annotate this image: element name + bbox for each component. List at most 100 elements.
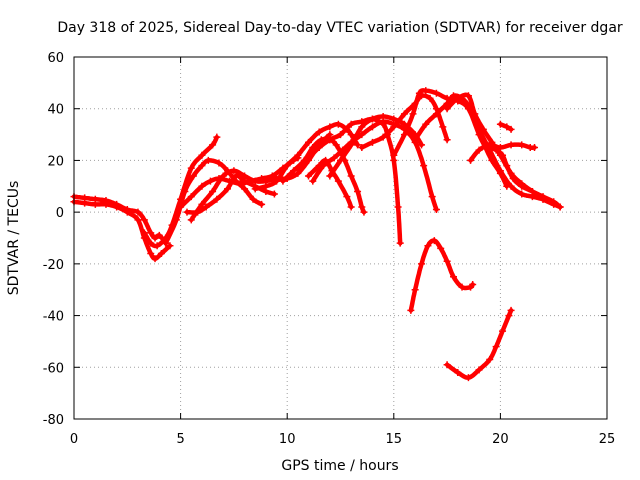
y-tick-label: 20 <box>47 154 64 169</box>
data-point <box>475 146 483 154</box>
data-point <box>241 172 249 180</box>
series-trace <box>178 155 301 210</box>
data-point <box>332 141 340 149</box>
data-point <box>379 112 387 120</box>
data-point <box>198 162 206 170</box>
data-point <box>305 172 313 180</box>
data-point <box>162 239 170 247</box>
series-trace <box>444 92 563 210</box>
data-point <box>407 306 415 314</box>
data-point <box>206 177 214 185</box>
data-point <box>270 190 278 198</box>
data-point <box>172 216 180 224</box>
series-trace <box>71 199 173 261</box>
data-point <box>326 136 334 144</box>
data-point <box>230 167 238 175</box>
data-point <box>262 182 270 190</box>
data-point <box>315 144 323 151</box>
data-point <box>347 172 355 180</box>
y-axis-label: SDTVAR / TECUs <box>6 181 22 296</box>
data-point <box>147 239 155 247</box>
data-point <box>347 120 355 128</box>
data-point <box>354 187 362 195</box>
x-tick-label: 0 <box>70 432 78 447</box>
data-point <box>354 141 362 149</box>
y-tick-label: 0 <box>56 206 64 221</box>
data-point <box>503 123 511 131</box>
data-point <box>219 172 227 180</box>
series-trace <box>408 238 475 313</box>
series-trace <box>163 158 264 246</box>
data-point <box>496 144 504 151</box>
data-point <box>181 187 189 195</box>
data-point <box>330 154 338 162</box>
data-point <box>339 146 347 154</box>
data-point <box>518 190 526 198</box>
data-point <box>390 115 398 123</box>
data-point <box>394 203 402 211</box>
data-point <box>507 125 515 133</box>
data-point <box>309 144 317 151</box>
data-point <box>471 110 479 118</box>
data-point <box>458 283 466 291</box>
axis-ticks: 0 5 10 15 20 25 -80 -60 -40 -20 0 20 40 60 <box>43 51 616 447</box>
grid <box>74 57 607 419</box>
data-point <box>236 180 244 188</box>
y-tick-label: -60 <box>43 361 64 376</box>
data-point <box>418 141 426 149</box>
series-trace <box>487 145 563 210</box>
data-point <box>454 368 462 376</box>
data-point <box>147 229 155 237</box>
data-point <box>409 110 417 118</box>
data-point <box>443 361 451 369</box>
data-point <box>347 141 355 149</box>
series-trace <box>189 132 333 223</box>
y-tick-label: -20 <box>43 258 64 273</box>
data-point <box>134 216 142 224</box>
data-point <box>187 164 195 172</box>
data-point <box>496 167 504 175</box>
data-point <box>432 206 440 214</box>
data-point <box>475 366 483 374</box>
x-axis-label: GPS time / hours <box>281 458 398 474</box>
data-point <box>279 177 287 185</box>
y-tick-label: 60 <box>47 51 64 66</box>
data-point <box>334 177 342 185</box>
data-point <box>224 185 232 193</box>
data-point <box>147 250 155 258</box>
data-point <box>454 94 462 102</box>
data-point <box>202 203 210 211</box>
data-point <box>507 141 515 149</box>
data-point <box>337 131 344 139</box>
data-point <box>368 138 376 146</box>
data-point <box>251 185 259 193</box>
data-point <box>467 156 475 164</box>
data-point <box>337 156 344 164</box>
data-point <box>415 89 423 97</box>
data-point <box>437 244 445 252</box>
data-point <box>411 286 419 294</box>
data-point <box>432 110 440 118</box>
data-point <box>400 131 408 139</box>
data-point <box>358 123 366 131</box>
data-point <box>187 216 195 224</box>
series-arc-2 <box>70 198 174 263</box>
data-point <box>315 128 323 136</box>
series-arc-20 <box>496 120 515 133</box>
data-point <box>368 123 376 131</box>
series-arc-17 <box>443 92 564 211</box>
series-arc-21 <box>407 237 477 314</box>
data-point <box>153 242 161 250</box>
data-point <box>102 200 110 208</box>
data-point <box>198 182 206 190</box>
data-point <box>305 154 313 162</box>
series-trace <box>327 114 424 179</box>
data-point <box>319 162 327 170</box>
y-tick-label: -40 <box>43 310 64 325</box>
data-point <box>422 120 430 128</box>
data-point <box>507 306 515 314</box>
data-point <box>396 239 404 247</box>
data-point <box>368 115 376 123</box>
data-point <box>334 120 342 128</box>
data-point <box>294 151 302 159</box>
